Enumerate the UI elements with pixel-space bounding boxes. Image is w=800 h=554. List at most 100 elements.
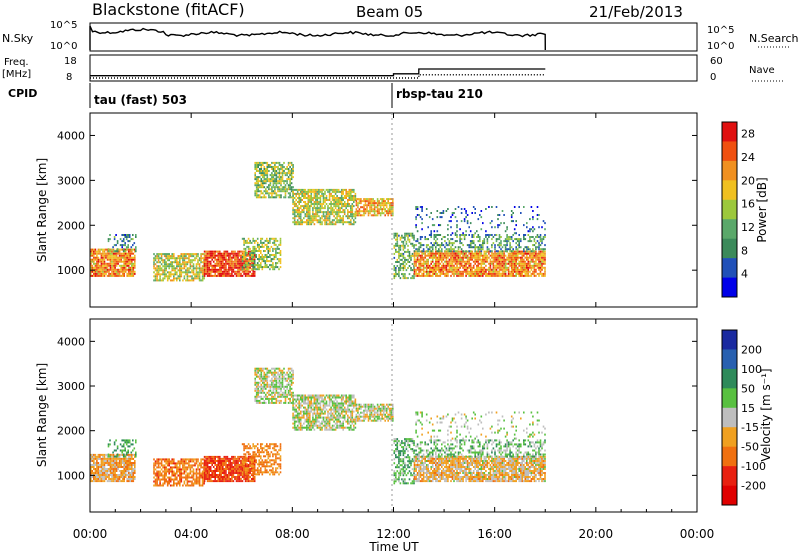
power-cell	[267, 252, 270, 254]
power-cell	[198, 257, 201, 260]
power-cell	[527, 262, 530, 265]
velocity-cell	[116, 447, 119, 450]
power-cell	[471, 250, 473, 253]
power-cell	[462, 260, 464, 263]
power-cell	[427, 266, 429, 269]
power-cell	[516, 262, 519, 265]
power-cell	[353, 201, 355, 203]
power-cell	[350, 199, 352, 201]
velocity-cell	[165, 468, 167, 471]
power-cell	[539, 266, 542, 269]
power-cell	[482, 246, 484, 249]
power-cell	[392, 214, 394, 217]
power-cell	[457, 268, 460, 271]
power-cell	[388, 206, 391, 209]
velocity-cell	[114, 468, 116, 470]
power-cell	[544, 272, 546, 275]
power-cell	[533, 274, 536, 277]
power-cell	[489, 264, 492, 267]
power-cell	[209, 264, 212, 267]
velocity-cell	[99, 476, 101, 478]
power-cell	[262, 172, 264, 175]
power-cell	[109, 260, 112, 263]
power-cell	[376, 202, 379, 205]
power-cell	[120, 268, 122, 271]
power-cell	[413, 238, 415, 241]
velocity-cell	[108, 478, 110, 480]
power-cell	[299, 188, 302, 191]
velocity-cell	[94, 472, 97, 474]
velocity-cell	[125, 439, 128, 442]
power-cell	[526, 248, 528, 251]
power-cell	[353, 197, 355, 199]
power-cell	[129, 268, 132, 271]
velocity-cell	[201, 472, 204, 475]
velocity-cell	[177, 468, 180, 471]
power-cell	[310, 199, 313, 201]
power-cell	[250, 258, 253, 261]
power-cell	[252, 264, 254, 267]
power-cell	[456, 234, 458, 236]
power-cell	[494, 250, 496, 253]
power-cell	[418, 250, 420, 253]
power-cell	[441, 250, 443, 253]
power-cell	[498, 262, 501, 265]
power-cell	[513, 264, 516, 267]
power-cell	[169, 273, 172, 276]
power-cell	[494, 268, 496, 271]
power-cell	[448, 244, 451, 247]
velocity-cell	[115, 457, 118, 460]
power-cell	[256, 268, 259, 271]
power-cell	[336, 197, 338, 199]
power-cell	[252, 245, 254, 248]
power-cell	[321, 207, 323, 210]
power-cell	[298, 203, 300, 205]
power-cell	[431, 244, 434, 247]
velocity-cell	[94, 457, 97, 460]
power-cell	[382, 202, 385, 205]
power-cell	[402, 246, 405, 249]
power-cell	[112, 270, 115, 273]
power-cell	[262, 192, 264, 195]
power-cell	[388, 202, 391, 205]
power-cell	[131, 262, 133, 265]
power-cell	[480, 260, 483, 263]
power-cell	[240, 266, 242, 269]
power-cell	[135, 234, 137, 236]
power-cell	[453, 250, 455, 253]
power-cell	[160, 257, 163, 260]
power-cell	[90, 248, 92, 251]
power-cell	[160, 263, 163, 266]
power-cell	[173, 275, 175, 278]
power-cell	[424, 262, 426, 265]
velocity-cell	[126, 462, 128, 464]
power-cell	[351, 195, 354, 197]
power-cell	[100, 252, 103, 255]
power-cell	[396, 234, 399, 237]
power-cell	[280, 184, 282, 187]
power-cell	[262, 196, 264, 199]
power-cell	[369, 210, 371, 213]
power-cell	[485, 268, 487, 271]
power-cell	[469, 252, 472, 255]
velocity-cell	[153, 484, 155, 487]
power-cell	[469, 254, 472, 257]
power-cell	[263, 245, 265, 248]
power-cell	[523, 268, 525, 271]
power-cell	[249, 250, 251, 253]
power-cell	[471, 256, 473, 259]
power-cell	[309, 219, 311, 222]
velocity-cell	[162, 470, 164, 473]
power-cell	[474, 262, 476, 265]
velocity-cell	[107, 455, 110, 458]
power-cell	[401, 236, 403, 239]
power-cell	[489, 250, 492, 253]
power-cell	[360, 206, 362, 209]
power-cell	[205, 266, 207, 269]
power-cell	[407, 244, 409, 247]
power-cell	[342, 203, 344, 205]
power-cell	[448, 248, 451, 251]
power-cell	[203, 250, 206, 253]
power-cell	[435, 268, 437, 271]
power-cell	[91, 250, 94, 253]
